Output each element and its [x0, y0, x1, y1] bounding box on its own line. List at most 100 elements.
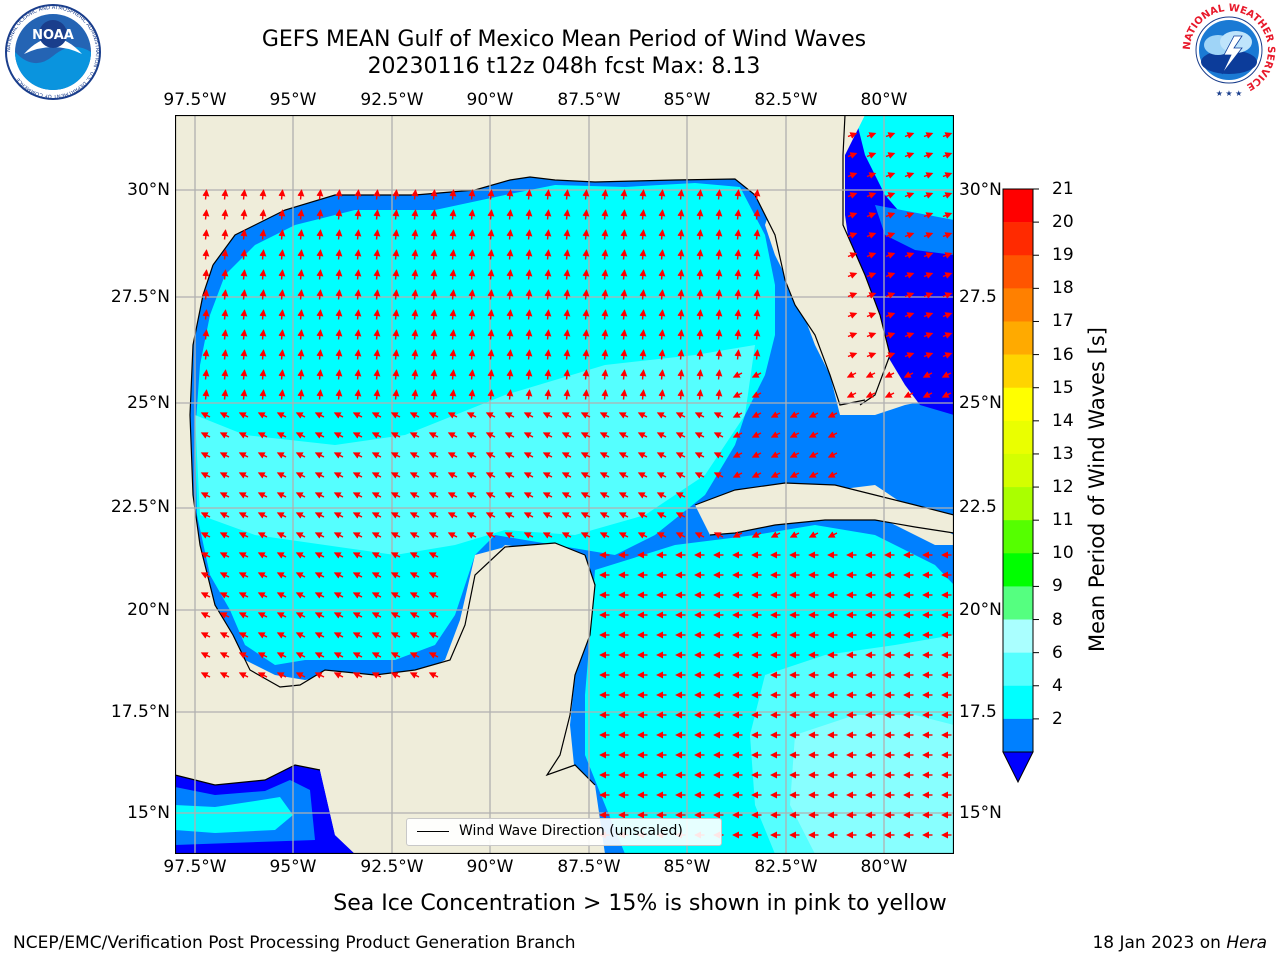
- wind-wave-arrow: [618, 452, 629, 459]
- wind-wave-arrow: [561, 432, 572, 439]
- wind-wave-arrow: [354, 369, 362, 380]
- wind-wave-arrow: [884, 391, 895, 398]
- wind-wave-arrow: [257, 532, 268, 539]
- wind-wave-arrow: [942, 352, 953, 359]
- wind-wave-arrow: [297, 309, 305, 320]
- wind-wave-arrow: [297, 229, 305, 240]
- wind-wave-arrow: [696, 389, 704, 400]
- wind-wave-arrow: [333, 572, 344, 579]
- footer-machine: Hera: [1226, 933, 1267, 953]
- wind-wave-arrow: [219, 432, 230, 439]
- wind-wave-arrow: [542, 412, 553, 419]
- wind-wave-arrow: [371, 532, 382, 539]
- wind-wave-arrow: [295, 412, 306, 419]
- wind-wave-arrow: [392, 329, 400, 340]
- wind-wave-arrow: [466, 532, 477, 539]
- gulf-water-light: [195, 345, 755, 555]
- wind-wave-arrow: [409, 652, 420, 659]
- wind-wave-arrow: [658, 249, 666, 260]
- wind-wave-arrow: [316, 229, 324, 240]
- wind-wave-arrow: [885, 132, 896, 139]
- wind-wave-arrow: [904, 152, 915, 159]
- wind-wave-arrow: [466, 452, 477, 459]
- wind-wave-arrow: [411, 369, 419, 380]
- wind-wave-arrow: [314, 572, 325, 579]
- wind-wave-arrow: [276, 572, 287, 579]
- wind-wave-arrow: [639, 309, 647, 320]
- wind-wave-arrow: [751, 411, 762, 418]
- wind-wave-arrow: [942, 252, 953, 259]
- wind-wave-arrow: [808, 411, 819, 418]
- colorbar-segment: [1003, 652, 1033, 687]
- wind-wave-arrow: [335, 349, 343, 360]
- wind-wave-arrow: [544, 349, 552, 360]
- wind-wave-arrow: [677, 289, 685, 300]
- wind-wave-arrow: [352, 552, 363, 559]
- wind-wave-arrow: [316, 309, 324, 320]
- wind-wave-arrow: [468, 369, 476, 380]
- wind-wave-arrow: [656, 432, 667, 439]
- wind-wave-arrow: [923, 252, 934, 259]
- wind-wave-arrow: [525, 289, 533, 300]
- wind-wave-arrow: [430, 269, 438, 280]
- wind-wave-arrow: [753, 209, 761, 220]
- wind-wave-arrow: [257, 592, 268, 599]
- wind-wave-arrow: [620, 309, 628, 320]
- wind-wave-arrow: [238, 652, 249, 659]
- wind-wave-arrow: [639, 389, 647, 400]
- wind-wave-arrow: [297, 269, 305, 280]
- wind-wave-arrow: [257, 652, 268, 659]
- wind-wave-arrow: [390, 612, 401, 619]
- wind-wave-arrow: [238, 612, 249, 619]
- wind-wave-arrow: [544, 389, 552, 400]
- wind-wave-arrow: [371, 632, 382, 639]
- wind-wave-arrow: [278, 249, 286, 260]
- wind-wave-arrow: [392, 189, 400, 200]
- wind-wave-arrow: [544, 229, 552, 240]
- wind-wave-arrow: [599, 412, 610, 419]
- wind-wave-arrow: [200, 512, 211, 519]
- wind-wave-arrow: [620, 229, 628, 240]
- wind-wave-arrow: [675, 512, 686, 519]
- colorbar-segment: [1003, 520, 1033, 554]
- yucatan-land: [445, 543, 595, 780]
- wind-wave-arrow: [599, 492, 610, 499]
- wind-wave-map: [175, 115, 954, 854]
- wind-wave-arrow: [563, 329, 571, 340]
- wind-wave-arrow: [200, 552, 211, 559]
- footer-credit: NCEP/EMC/Verification Post Processing Pr…: [13, 933, 576, 953]
- wind-wave-arrow: [428, 452, 439, 459]
- wind-wave-arrow: [601, 389, 609, 400]
- wind-wave-arrow: [295, 452, 306, 459]
- wind-wave-arrow: [259, 369, 267, 380]
- wind-wave-arrow: [637, 452, 648, 459]
- wind-wave-arrow: [333, 532, 344, 539]
- wind-wave-arrow: [753, 289, 761, 300]
- wind-wave-arrow: [392, 289, 400, 300]
- wind-wave-arrow: [466, 512, 477, 519]
- wind-wave-arrow: [257, 552, 268, 559]
- wind-wave-arrow: [751, 451, 762, 458]
- wind-wave-arrow: [904, 132, 915, 139]
- wind-wave-arrow: [753, 269, 761, 280]
- wind-wave-arrow: [542, 472, 553, 479]
- wind-wave-arrow: [885, 192, 896, 199]
- wind-wave-arrow: [696, 209, 704, 220]
- svg-text:★ ★ ★: ★ ★ ★: [1216, 89, 1243, 98]
- wind-wave-arrow: [314, 472, 325, 479]
- wind-wave-arrow: [240, 269, 248, 280]
- colorbar-tick-label: 14: [1052, 410, 1074, 431]
- wind-wave-arrow: [618, 492, 629, 499]
- wind-wave-arrow: [333, 432, 344, 439]
- wind-wave-arrow: [885, 352, 896, 359]
- wind-wave-arrow: [428, 592, 439, 599]
- wind-wave-arrow: [601, 189, 609, 200]
- wind-wave-arrow: [506, 389, 514, 400]
- wind-wave-arrow: [238, 672, 249, 679]
- wind-wave-arrow: [447, 492, 458, 499]
- colorbar-segment: [1003, 487, 1033, 521]
- wind-wave-arrow: [392, 389, 400, 400]
- wind-wave-arrow: [523, 472, 534, 479]
- wind-wave-arrow: [885, 172, 896, 179]
- wind-wave-arrow: [371, 592, 382, 599]
